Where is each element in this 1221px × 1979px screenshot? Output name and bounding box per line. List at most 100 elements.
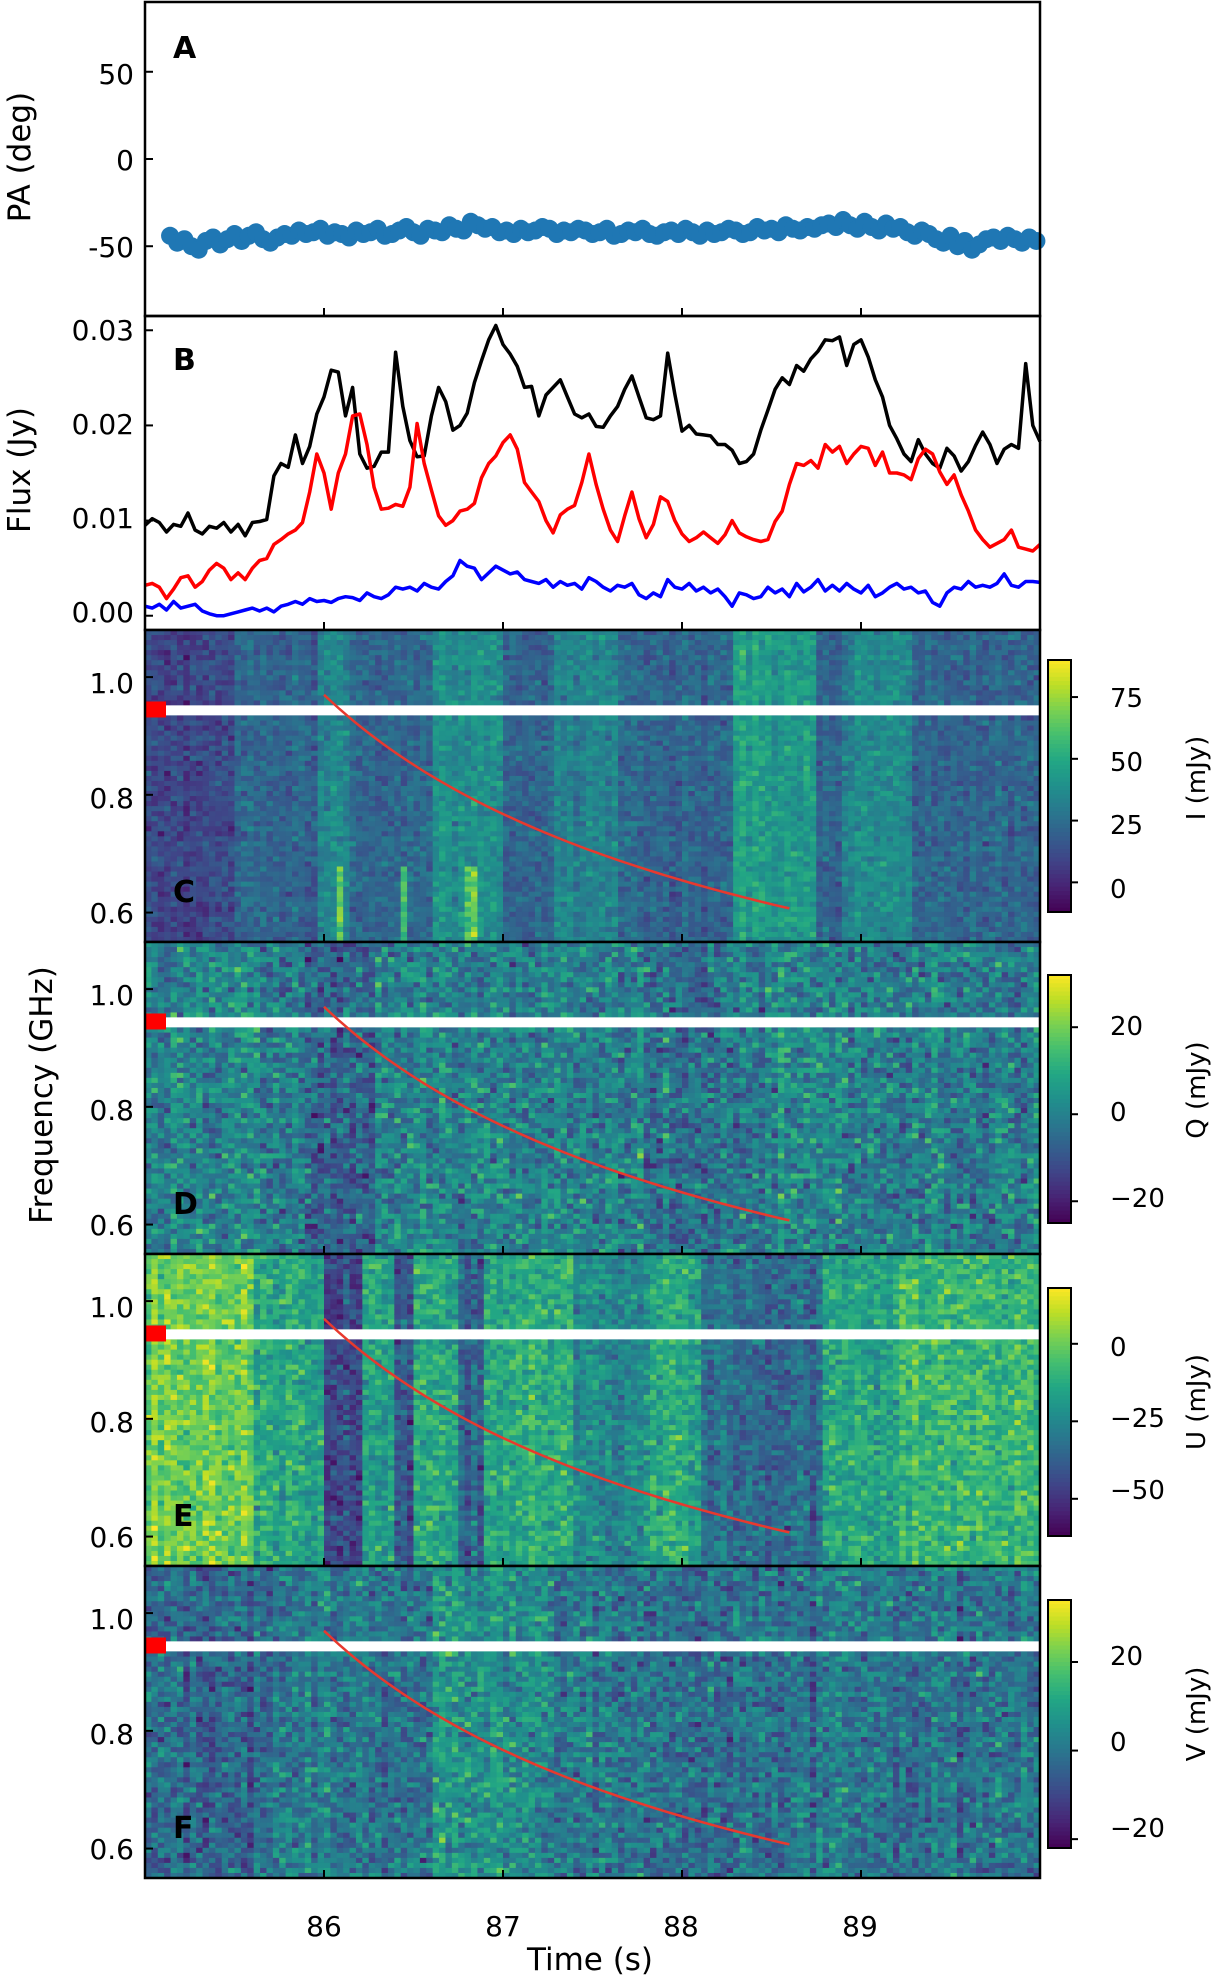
heatmap-e xyxy=(145,1254,1041,1567)
colorbar-segment xyxy=(1048,1041,1071,1046)
colorbar-segment xyxy=(1048,1670,1071,1675)
colorbar-segment xyxy=(1048,1338,1071,1343)
colorbar-segment xyxy=(1048,883,1071,888)
colorbar-segment xyxy=(1048,1662,1071,1667)
colorbar-segment xyxy=(1048,1495,1071,1500)
colorbar-segment xyxy=(1048,1482,1071,1487)
colorbar-segment xyxy=(1048,1375,1071,1380)
colorbar-segment xyxy=(1048,1769,1071,1774)
colorbar-segment xyxy=(1048,715,1071,720)
colorbar-segment xyxy=(1048,1099,1071,1104)
colorbar-tick-label: −20 xyxy=(1110,1814,1165,1844)
y-tick-label: 0.02 xyxy=(72,408,134,441)
colorbar-segment xyxy=(1048,1499,1071,1504)
colorbar-segment xyxy=(1048,1350,1071,1355)
colorbar-segment xyxy=(1048,1103,1071,1108)
colorbar-segment xyxy=(1048,1745,1071,1750)
figure: A B C D E F PA (deg) Flux (Jy) Frequency… xyxy=(0,0,1221,1979)
colorbar-segment xyxy=(1048,1037,1071,1042)
colorbar-segment xyxy=(1048,1029,1071,1034)
y-tick-label: 1.0 xyxy=(89,1603,134,1636)
colorbar-segment xyxy=(1048,820,1071,825)
colorbar-segment xyxy=(1048,740,1071,745)
colorbar-segment xyxy=(1048,1786,1071,1791)
colorbar-segment xyxy=(1048,1732,1071,1737)
colorbar-segment xyxy=(1048,1070,1071,1075)
colorbar-segment xyxy=(1048,1637,1071,1642)
y-tick-label: 1.0 xyxy=(89,979,134,1012)
y-tick-label: 50 xyxy=(98,58,134,91)
plot-area xyxy=(145,2,1078,1879)
panel-letter-a: A xyxy=(173,31,197,66)
colorbar-segment xyxy=(1048,1528,1071,1533)
colorbar-segment xyxy=(1048,1486,1071,1491)
y-tick-label: 1.0 xyxy=(89,667,134,700)
colorbar-segment xyxy=(1048,1503,1071,1508)
colorbar-segment xyxy=(1048,664,1071,669)
colorbar-segment xyxy=(1048,1666,1071,1671)
colorbar-segment xyxy=(1048,1082,1071,1087)
colorbar-segment xyxy=(1048,811,1071,816)
colorbar-segment xyxy=(1048,1000,1071,1005)
colorbar-segment xyxy=(1048,1206,1071,1211)
colorbar-tick-label: 0 xyxy=(1110,1728,1127,1758)
colorbar-segment xyxy=(1048,1716,1071,1721)
colorbar-segment xyxy=(1048,668,1071,673)
colorbar-segment xyxy=(1048,1811,1071,1816)
colorbar-segment xyxy=(1048,1621,1071,1626)
colorbar-segment xyxy=(1048,761,1071,766)
colorbar-segment xyxy=(1048,1617,1071,1622)
colorbar-segment xyxy=(1048,1404,1071,1409)
colorbar-segment xyxy=(1048,1008,1071,1013)
colorbar-segment xyxy=(1048,1078,1071,1083)
y-tick-label: 0.8 xyxy=(89,1406,134,1439)
colorbar-segment xyxy=(1048,799,1071,804)
colorbar-tick-label: 50 xyxy=(1110,748,1143,778)
colorbar-segment xyxy=(1048,1161,1071,1166)
colorbar-segment xyxy=(1048,1317,1071,1322)
colorbar-segment xyxy=(1048,727,1071,732)
y-tick-label: 0.8 xyxy=(89,782,134,815)
colorbar-segment xyxy=(1048,1429,1071,1434)
colorbar-segment xyxy=(1048,1757,1071,1762)
colorbar-segment xyxy=(1048,1679,1071,1684)
colorbar-segment xyxy=(1048,1441,1071,1446)
colorbar-segment xyxy=(1048,1194,1071,1199)
colorbar-segment xyxy=(1048,1836,1071,1841)
colorbar-segment xyxy=(1048,1608,1071,1613)
x-tick-label: 89 xyxy=(842,1910,878,1943)
panel-letter-c: C xyxy=(173,875,195,910)
colorbar-segment xyxy=(1048,1012,1071,1017)
colorbar-segment xyxy=(1048,807,1071,812)
colorbar-segment xyxy=(1048,1654,1071,1659)
colorbar-segment xyxy=(1048,1707,1071,1712)
colorbar-segment xyxy=(1048,870,1071,875)
colorbar-segment xyxy=(1048,1045,1071,1050)
frequency-marker xyxy=(145,701,166,717)
colorbar-segment xyxy=(1048,1300,1071,1305)
colorbar-segment xyxy=(1048,1178,1071,1183)
colorbar-segment xyxy=(1048,1720,1071,1725)
colorbar-segment xyxy=(1048,1333,1071,1338)
colorbar-segment xyxy=(1048,1765,1071,1770)
colorbar-segment xyxy=(1048,1128,1071,1133)
colorbar-segment xyxy=(1048,1741,1071,1746)
colorbar-segment xyxy=(1048,1794,1071,1799)
colorbar-segment xyxy=(1048,1362,1071,1367)
colorbar-segment xyxy=(1048,790,1071,795)
colorbar-segment xyxy=(1048,1329,1071,1334)
x-axis-label-time: Time (s) xyxy=(526,1942,653,1978)
masked-band xyxy=(145,1017,1040,1027)
colorbar-segment xyxy=(1048,1408,1071,1413)
colorbar-segment xyxy=(1048,1169,1071,1174)
y-tick-label: 0.6 xyxy=(89,897,134,930)
colorbar-segment xyxy=(1048,1120,1071,1125)
colorbar-segment xyxy=(1048,1416,1071,1421)
colorbar-segment xyxy=(1048,878,1071,883)
colorbar-segment xyxy=(1048,1400,1071,1405)
colorbar-segment xyxy=(1048,1383,1071,1388)
colorbar-segment xyxy=(1048,1107,1071,1112)
y-tick-label: 0.8 xyxy=(89,1718,134,1751)
colorbar-segment xyxy=(1048,983,1071,988)
colorbar-segment xyxy=(1048,1491,1071,1496)
